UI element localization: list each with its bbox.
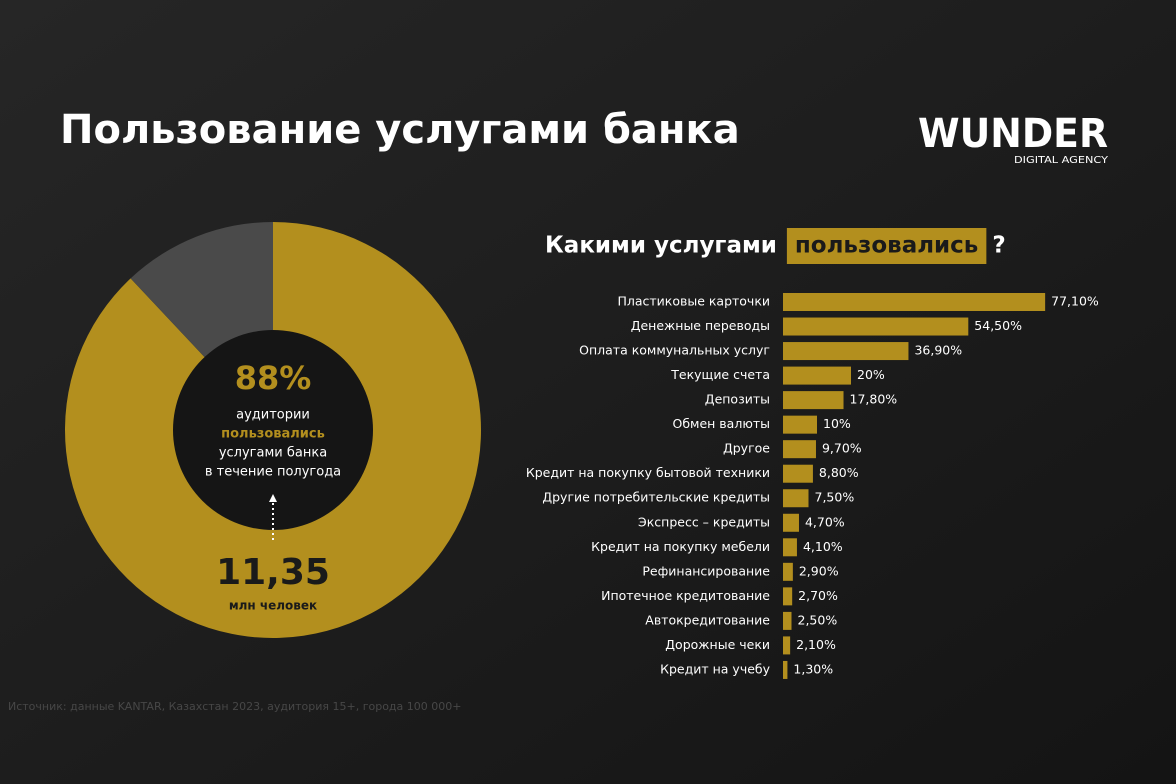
bar	[783, 440, 816, 459]
value-label: 1,30%	[793, 661, 833, 676]
bar	[783, 342, 909, 361]
category-label: Кредит на покупку бытовой техники	[526, 465, 770, 480]
bar	[783, 636, 791, 655]
category-label: Другое	[723, 441, 770, 456]
bar	[783, 293, 1046, 311]
bar-chart: Какими услугами пользовались ? Пластиковые …	[526, 228, 1099, 679]
value-label: 2,90%	[799, 563, 839, 578]
category-label: Кредит на учебу	[660, 661, 771, 676]
donut-hole	[173, 330, 373, 530]
value-label: 4,10%	[803, 539, 843, 554]
source: Источник: данные KANTAR, Казахстан 2023,…	[8, 700, 461, 713]
category-label: Денежные переводы	[631, 318, 770, 333]
category-label: Экспресс – кредиты	[638, 514, 770, 529]
center-line: услугами банка	[219, 446, 327, 461]
logo: WUNDER	[918, 111, 1108, 157]
donut-chart: 88% аудитории пользовались услугами банка в …	[64, 222, 481, 638]
bar-chart-title: Какими услугами	[545, 233, 777, 259]
bar	[783, 391, 844, 410]
bar	[783, 513, 799, 532]
value-label: 9,70%	[822, 441, 862, 456]
bar	[783, 464, 813, 483]
bar	[783, 415, 817, 434]
bar-chart-title-highlight: пользовались	[795, 233, 978, 259]
audience-unit: млн человек	[229, 599, 317, 613]
value-label: 7,50%	[815, 490, 855, 505]
value-label: 2,70%	[798, 588, 838, 603]
bar	[783, 538, 797, 557]
bar-chart-title-end: ?	[992, 233, 1005, 259]
center-line: пользовались	[221, 427, 325, 442]
audience: 11,35	[216, 552, 330, 593]
center-value: 88%	[235, 359, 312, 397]
category-label: Текущие счета	[670, 367, 770, 382]
category-label: Дорожные чеки	[665, 637, 770, 652]
bar	[783, 660, 788, 679]
center-line: в течение полугода	[205, 465, 341, 480]
center-line: аудитории	[236, 408, 310, 423]
category-label: Другие потребительские кредиты	[542, 490, 770, 505]
value-label: 77,10%	[1051, 294, 1099, 309]
category-label: Автокредитование	[645, 612, 770, 627]
value-label: 4,70%	[805, 514, 845, 529]
value-label: 17,80%	[850, 392, 898, 407]
category-label: Пластиковые карточки	[617, 294, 770, 309]
bar	[783, 562, 793, 581]
bar	[783, 366, 851, 385]
bar	[783, 317, 969, 336]
value-label: 10%	[823, 416, 851, 431]
page-title: Пользование услугами банка	[60, 107, 740, 153]
arrow-head	[269, 494, 277, 502]
logo-tagline: DIGITAL AGENCY	[1014, 155, 1109, 166]
category-label: Оплата коммунальных услуг	[579, 343, 770, 358]
category-label: Обмен валюты	[672, 416, 770, 431]
value-label: 2,10%	[796, 637, 836, 652]
value-label: 20%	[857, 367, 885, 382]
bar	[783, 489, 809, 508]
category-label: Ипотечное кредитование	[601, 588, 770, 603]
value-label: 36,90%	[914, 343, 962, 358]
title-highlight-box	[786, 228, 987, 264]
category-label: Кредит на покупку мебели	[591, 539, 770, 554]
value-label: 54,50%	[974, 318, 1022, 333]
value-label: 2,50%	[798, 612, 838, 627]
category-label: Депозиты	[705, 392, 770, 407]
category-label: Рефинансирование	[642, 563, 770, 578]
value-label: 8,80%	[819, 465, 859, 480]
bar	[783, 587, 793, 606]
bar	[783, 611, 792, 630]
